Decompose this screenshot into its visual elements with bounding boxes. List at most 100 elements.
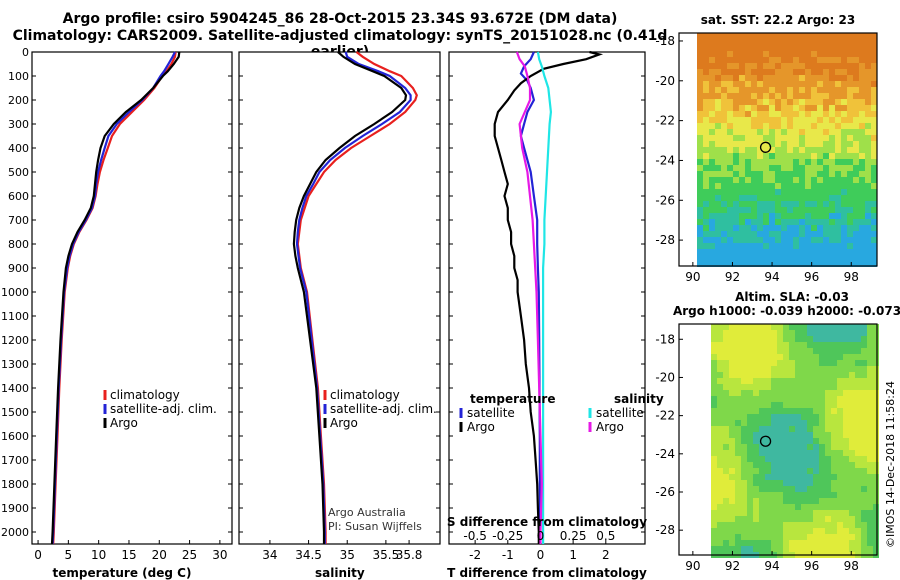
sst_map-cell	[739, 135, 745, 141]
sst_map-cell	[781, 249, 787, 255]
sst_map-cell	[721, 87, 727, 93]
sst_map-cell	[763, 177, 769, 183]
sla_map-cell	[723, 480, 729, 486]
sla_map-cell	[723, 384, 729, 390]
sst_map-cell	[817, 93, 823, 99]
sst_map-cell	[757, 105, 763, 111]
sla_map-cell	[789, 354, 795, 360]
sst_map-cell	[739, 255, 745, 261]
sst_map-cell	[805, 189, 811, 195]
sla_map-cell	[747, 510, 753, 516]
sla_map-cell	[741, 396, 747, 402]
sst_map-cell	[769, 39, 775, 45]
sst_map-cell	[811, 99, 817, 105]
sla_map-cell	[795, 396, 801, 402]
sst_map-cell	[871, 255, 877, 261]
sla_map-cell	[711, 384, 717, 390]
salinity-legend-label: climatology	[330, 388, 400, 402]
sst_map-cell	[733, 237, 739, 243]
sst_map-cell	[787, 99, 793, 105]
sla_map-cell	[711, 516, 717, 522]
sla_map-cell	[867, 378, 873, 384]
sst_map-cell	[781, 39, 787, 45]
sst_map-cell	[805, 219, 811, 225]
sla_map-cell	[735, 354, 741, 360]
sla_map-cell	[777, 426, 783, 432]
sst_map-cell	[781, 141, 787, 147]
sla_map-cell	[819, 336, 825, 342]
sst_map-cell	[739, 261, 745, 267]
sla_map-cell	[765, 522, 771, 528]
sla_map-cell	[753, 354, 759, 360]
sla_map-cell	[837, 348, 843, 354]
sla_map-cell	[855, 498, 861, 504]
sst_map-cell	[853, 33, 859, 39]
sst_map-cell	[763, 57, 769, 63]
sst_map-cell	[817, 171, 823, 177]
sst_map-cell	[793, 225, 799, 231]
sst_map-cell	[847, 87, 853, 93]
sla_map-cell	[873, 366, 879, 372]
sla_map-cell	[849, 426, 855, 432]
sst_map-cell	[841, 255, 847, 261]
sst_map-cell	[865, 105, 871, 111]
sla_map-cell	[729, 480, 735, 486]
sst_map-cell	[721, 261, 727, 267]
sst_map-cell	[847, 177, 853, 183]
sla_map-cell	[801, 480, 807, 486]
sst_map-cell	[865, 141, 871, 147]
sst_map-cell	[745, 219, 751, 225]
sst_map-cell	[727, 183, 733, 189]
sla_map-cell	[741, 528, 747, 534]
sst_map-cell	[763, 51, 769, 57]
sst_map-cell	[775, 201, 781, 207]
sla_map-cell	[819, 396, 825, 402]
sst_map-cell	[811, 129, 817, 135]
sla_map-cell	[759, 396, 765, 402]
sla_map-cell	[717, 330, 723, 336]
sla_map-cell	[753, 468, 759, 474]
sla_map-cell	[759, 444, 765, 450]
sst_map-cell	[835, 177, 841, 183]
sst_map-cell	[799, 87, 805, 93]
sla_map-cell	[819, 516, 825, 522]
sla_map-cell	[771, 342, 777, 348]
sst_map-cell	[739, 237, 745, 243]
sla_map-cell	[711, 378, 717, 384]
sst_map-cell	[787, 189, 793, 195]
sst_map-cell	[871, 195, 877, 201]
sst_map-cell	[763, 237, 769, 243]
sst_map-cell	[841, 45, 847, 51]
sla_map-cell	[855, 336, 861, 342]
sst_map-cell	[757, 69, 763, 75]
sst_map-cell	[745, 147, 751, 153]
sst_map-cell	[709, 249, 715, 255]
sla_map-cell	[759, 540, 765, 546]
sla_map-cell	[717, 492, 723, 498]
sst_map-cell	[775, 141, 781, 147]
sla_map-cell	[819, 414, 825, 420]
sla_map-cell	[837, 330, 843, 336]
sst_map-cell	[829, 171, 835, 177]
sst_map-cell	[871, 213, 877, 219]
sst_map-cell	[811, 81, 817, 87]
sst_map-cell	[799, 183, 805, 189]
temperature-legend-label: satellite-adj. clim.	[110, 402, 217, 416]
sla_map-cell	[813, 516, 819, 522]
sla_map-cell	[789, 426, 795, 432]
sla_map-cell	[831, 546, 837, 552]
sst_map-cell	[715, 129, 721, 135]
sla_map-cell	[873, 450, 879, 456]
sla_map-cell	[849, 354, 855, 360]
sst_map-cell	[715, 225, 721, 231]
sst_map-cell	[763, 201, 769, 207]
sla_map-cell	[849, 408, 855, 414]
sla_map-cell	[843, 528, 849, 534]
sst_map-cell	[829, 225, 835, 231]
sst_map-cell	[811, 87, 817, 93]
sst_map-cell	[715, 75, 721, 81]
sst_map-cell	[835, 255, 841, 261]
sla_map-cell	[867, 516, 873, 522]
sla_map-cell	[843, 426, 849, 432]
sla_map-cell	[795, 504, 801, 510]
